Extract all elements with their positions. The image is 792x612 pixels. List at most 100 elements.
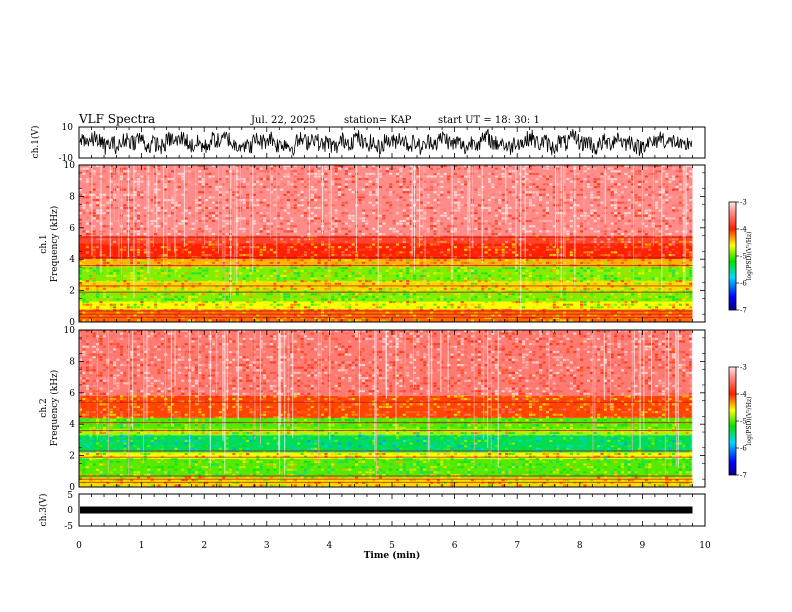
spectrogram-cell [276, 277, 280, 280]
spectrogram-cell [610, 259, 614, 262]
spectrogram-cell [96, 199, 100, 202]
spectrogram-cell [593, 280, 597, 283]
spectrogram-cell [188, 282, 192, 285]
spectrogram-cell [634, 217, 638, 220]
spectrogram-cell [508, 311, 512, 314]
spectrogram-cell [198, 196, 202, 199]
spectrogram-cell [317, 285, 321, 288]
spectrogram-cell [505, 165, 509, 168]
spectrogram-cell [385, 298, 389, 301]
spectrogram-cell [225, 199, 229, 202]
spectrogram-cell [201, 230, 205, 233]
spectrogram-cell [522, 175, 526, 178]
spectrogram-cell [447, 261, 451, 264]
spectrogram-cell [256, 314, 260, 317]
spectrogram-cell [143, 191, 147, 194]
spectrogram-cell [109, 199, 113, 202]
spectrogram-cell [515, 206, 519, 209]
spectrogram-cell [184, 188, 188, 191]
spectrogram-cell [79, 282, 83, 285]
spectrogram-cell [545, 285, 549, 288]
spectrogram-cell [545, 238, 549, 241]
spectrogram-cell [566, 316, 570, 319]
spectrogram-cell [648, 178, 652, 181]
spectrogram-cell [644, 188, 648, 191]
spectrogram-cell [314, 235, 318, 238]
spectrogram-cell [365, 175, 369, 178]
spectrogram-cell [600, 269, 604, 272]
spectrogram-cell [617, 225, 621, 228]
spectrogram-cell [634, 209, 638, 212]
spectrogram-cell [201, 183, 205, 186]
spectrogram-cell [164, 222, 168, 225]
spectrogram-cell [82, 269, 86, 272]
spectrogram-cell [409, 191, 413, 194]
spectrogram-cell [361, 212, 365, 215]
spectrogram-cell [378, 311, 382, 314]
spectrogram-cell [365, 178, 369, 181]
spectrogram-cell [508, 206, 512, 209]
spectrogram-cell [624, 319, 628, 322]
spectrogram-cell [222, 172, 226, 175]
spectrogram-cell [545, 204, 549, 207]
spectrogram-cell [136, 167, 141, 170]
spectrogram-cell [416, 243, 420, 246]
spectrogram-cell [576, 204, 580, 207]
spectrogram-cell [651, 293, 655, 296]
spectrogram-cell [620, 301, 624, 304]
spectrogram-cell [562, 272, 567, 275]
spectrogram-cell [96, 272, 100, 275]
spectrogram-cell [433, 225, 437, 228]
spectrogram-cell [450, 287, 454, 291]
spectrogram-cell [338, 267, 342, 270]
spectrogram-cell [576, 178, 580, 181]
spectrogram-cell [314, 298, 318, 301]
spectrogram-cell [436, 240, 440, 243]
spectrogram-cell [487, 206, 492, 209]
spectrogram-cell [263, 301, 267, 304]
spectrogram-cell [280, 280, 284, 283]
spectrogram-cell [361, 301, 365, 304]
spectrogram-cell [341, 285, 345, 288]
spectrogram-cell [358, 272, 362, 275]
spectrogram-cell [491, 319, 495, 322]
spectrogram-cell [252, 243, 256, 246]
spectrogram-cell [672, 188, 676, 191]
spectrogram-cell [266, 201, 270, 204]
spectrogram-cell [549, 306, 553, 309]
spectrogram-cell [672, 269, 676, 272]
spectrogram-cell [593, 282, 597, 285]
spectrogram-cell [658, 311, 662, 314]
spectrogram-cell [426, 259, 430, 262]
spectrogram-cell [597, 191, 601, 194]
spectrogram-cell [191, 243, 195, 246]
spectrogram-cell [283, 243, 287, 246]
spectrogram-cell [508, 285, 512, 288]
spectrogram-cell [665, 219, 669, 223]
spectrogram-cell [436, 185, 440, 189]
spectrogram-cell [436, 183, 440, 186]
spectrogram-cell [157, 261, 161, 264]
spectrogram-cell [658, 319, 662, 322]
spectrogram-cell [597, 277, 601, 280]
spectrogram-cell [157, 206, 161, 209]
spectrogram-cell [300, 233, 304, 236]
spectrogram-cell [620, 201, 624, 204]
spectrogram-cell [637, 180, 642, 183]
spectrogram-cell [225, 212, 229, 215]
spectrogram-cell [607, 196, 611, 199]
spectrogram-cell [79, 212, 83, 215]
spectrogram-cell [562, 201, 567, 204]
spectrogram-cell [157, 180, 161, 183]
spectrogram-cell [150, 251, 154, 254]
spectrogram-cell [569, 311, 573, 314]
spectrogram-cell [276, 233, 280, 236]
spectrogram-cell [419, 261, 423, 264]
spectrogram-cell [453, 311, 457, 314]
spectrogram-cell [661, 246, 665, 249]
spectrogram-cell [528, 167, 532, 170]
spectrogram-cell [685, 240, 689, 243]
spectrogram-cell [174, 303, 178, 306]
spectrogram-cell [242, 259, 246, 262]
spectrogram-cell [307, 212, 311, 215]
